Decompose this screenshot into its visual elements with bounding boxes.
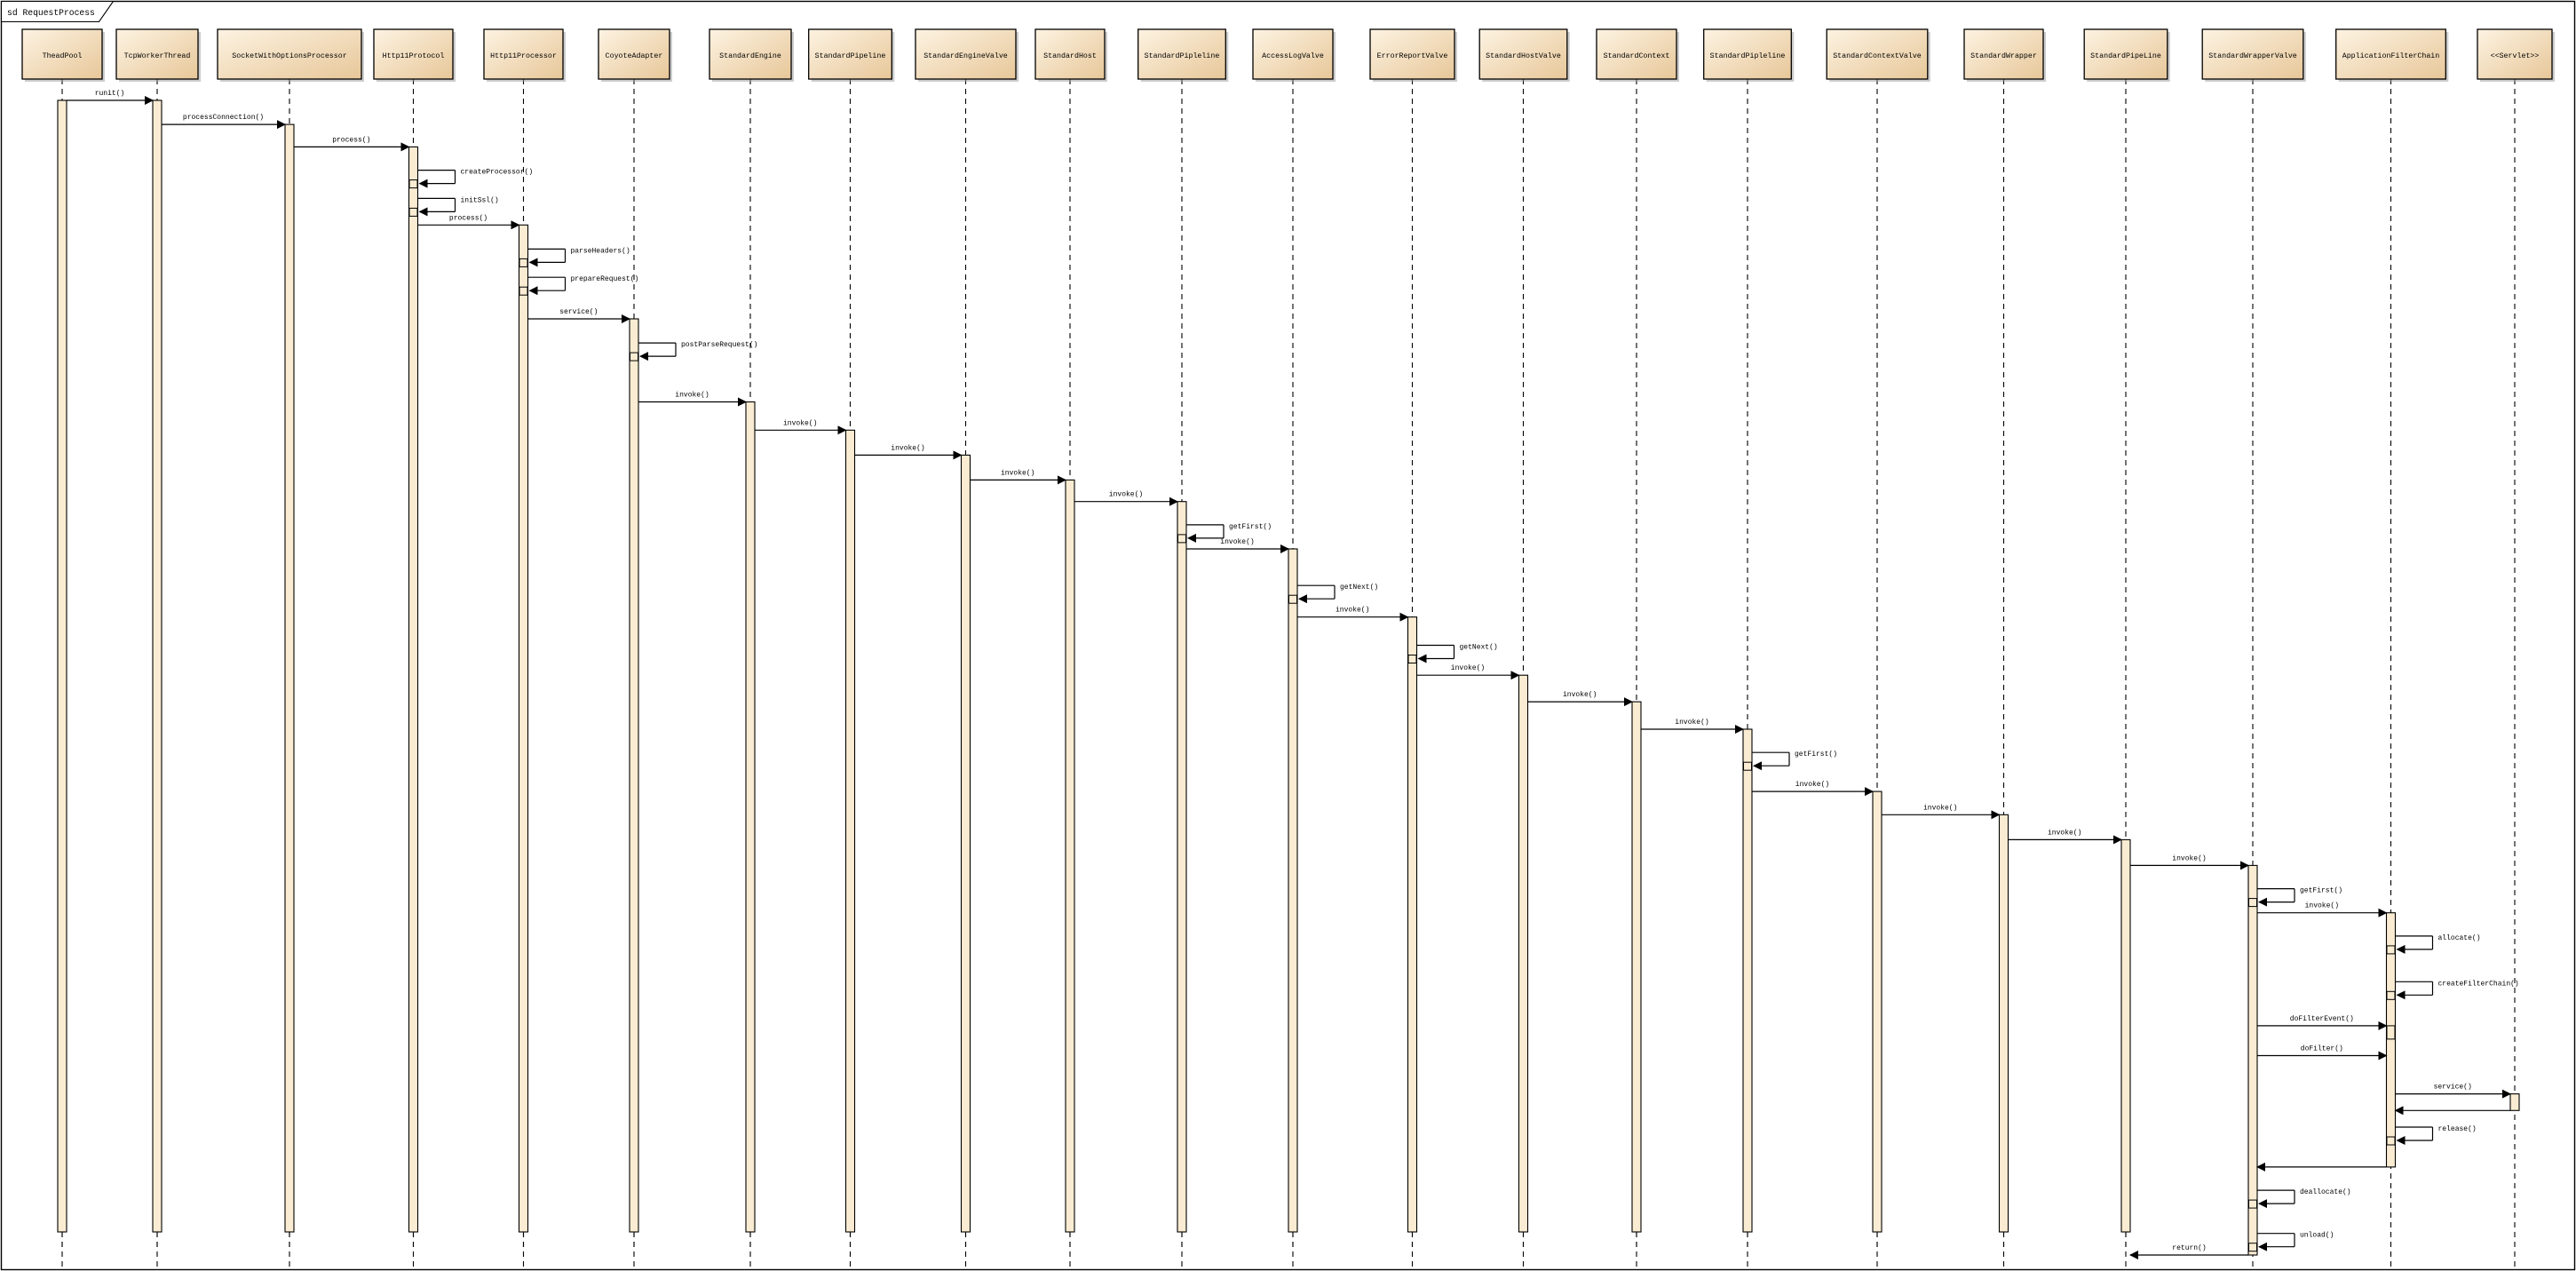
svg-text:StandardEngineValve: StandardEngineValve <box>923 52 1008 60</box>
svg-text:invoke(): invoke() <box>891 444 924 452</box>
svg-text:parseHeaders(): parseHeaders() <box>571 247 630 255</box>
svg-text:return(): return() <box>2172 1244 2206 1252</box>
svg-text:processConnection(): processConnection() <box>183 114 264 122</box>
svg-text:doFilter(): doFilter() <box>2301 1045 2343 1053</box>
svg-text:invoke(): invoke() <box>1795 781 1829 789</box>
svg-text:invoke(): invoke() <box>2172 854 2206 862</box>
svg-text:StandardPipleline: StandardPipleline <box>1710 52 1786 60</box>
svg-text:invoke(): invoke() <box>1563 691 1597 699</box>
svg-text:StandardWrapper: StandardWrapper <box>1970 52 2037 60</box>
svg-text:service(): service() <box>559 308 598 316</box>
svg-text:Http11Processor: Http11Processor <box>490 52 557 60</box>
svg-text:StandardContextValve: StandardContextValve <box>1833 52 1922 60</box>
svg-text:doFilterEvent(): doFilterEvent() <box>2290 1015 2354 1023</box>
svg-text:getFirst(): getFirst() <box>2300 887 2342 895</box>
svg-text:sd RequestProcess: sd RequestProcess <box>7 8 95 18</box>
svg-text:AccessLogValve: AccessLogValve <box>1262 52 1324 60</box>
svg-text:prepareRequest(): prepareRequest() <box>571 275 639 283</box>
svg-text:SocketWithOptionsProcessor: SocketWithOptionsProcessor <box>232 52 346 60</box>
svg-text:unload(): unload() <box>2300 1232 2334 1240</box>
svg-text:Http11Protocol: Http11Protocol <box>383 52 445 60</box>
svg-text:getNext(): getNext() <box>1340 584 1378 592</box>
svg-text:invoke(): invoke() <box>1001 469 1034 477</box>
svg-text:<<Servlet>>: <<Servlet>> <box>2491 52 2540 60</box>
svg-text:StandardHostValve: StandardHostValve <box>1486 52 1561 60</box>
svg-text:StandardPipeline: StandardPipeline <box>815 52 886 60</box>
svg-text:process(): process() <box>449 214 487 222</box>
svg-text:TheadPool: TheadPool <box>43 52 83 60</box>
svg-text:process(): process() <box>332 136 370 144</box>
svg-text:getFirst(): getFirst() <box>1795 751 1837 759</box>
svg-text:initSsl(): initSsl() <box>461 196 499 204</box>
svg-text:getNext(): getNext() <box>1460 644 1498 652</box>
svg-text:invoke(): invoke() <box>1220 538 1254 546</box>
svg-text:deallocate(): deallocate() <box>2300 1188 2351 1196</box>
svg-text:StandardWrapperValve: StandardWrapperValve <box>2208 52 2297 60</box>
svg-text:invoke(): invoke() <box>675 392 709 400</box>
svg-text:ApplicationFilterChain: ApplicationFilterChain <box>2342 52 2440 60</box>
svg-text:createFilterChain(): createFilterChain() <box>2438 980 2519 988</box>
svg-text:StandardPipleline: StandardPipleline <box>1145 52 1220 60</box>
svg-text:invoke(): invoke() <box>2048 829 2081 837</box>
svg-text:ErrorReportValve: ErrorReportValve <box>1377 52 1448 60</box>
svg-text:CoyoteAdapter: CoyoteAdapter <box>606 52 663 60</box>
svg-text:invoke(): invoke() <box>783 419 817 427</box>
svg-text:StandardPipeLine: StandardPipeLine <box>2090 52 2161 60</box>
svg-text:invoke(): invoke() <box>1675 719 1708 727</box>
svg-text:StandardEngine: StandardEngine <box>719 52 781 60</box>
svg-text:service(): service() <box>2434 1084 2472 1092</box>
svg-text:invoke(): invoke() <box>2305 902 2339 910</box>
svg-text:allocate(): allocate() <box>2438 934 2481 942</box>
svg-text:invoke(): invoke() <box>1923 804 1957 812</box>
svg-text:postParseRequest(): postParseRequest() <box>681 341 757 349</box>
svg-text:StandardHost: StandardHost <box>1043 52 1097 60</box>
svg-text:invoke(): invoke() <box>1109 491 1143 499</box>
svg-text:getFirst(): getFirst() <box>1229 523 1272 531</box>
svg-text:StandardContext: StandardContext <box>1604 52 1670 60</box>
svg-text:release(): release() <box>2438 1125 2477 1133</box>
svg-text:invoke(): invoke() <box>1451 664 1485 672</box>
svg-text:invoke(): invoke() <box>1336 607 1369 615</box>
svg-text:TcpWorkerThread: TcpWorkerThread <box>124 52 191 60</box>
svg-text:createProcessor(): createProcessor() <box>461 169 534 177</box>
svg-text:runit(): runit() <box>95 90 125 98</box>
